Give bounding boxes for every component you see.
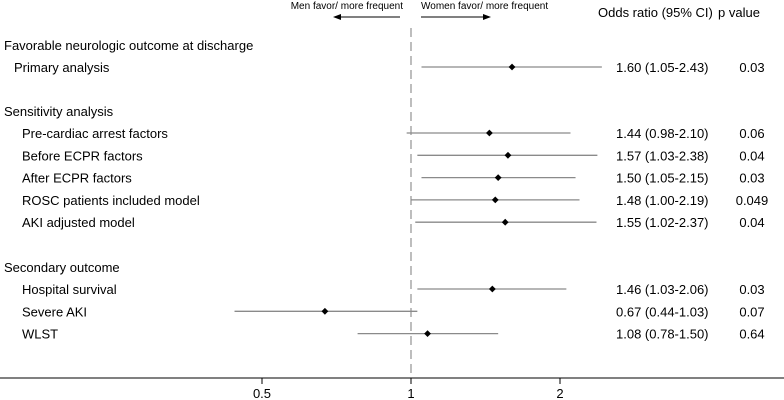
x-tick-label: 1 bbox=[407, 386, 414, 400]
p-value: 0.049 bbox=[736, 193, 769, 208]
or-column-header: Odds ratio (95% CI) bbox=[598, 5, 713, 20]
x-tick-label: 2 bbox=[556, 386, 563, 400]
left-arrowhead-icon bbox=[333, 14, 341, 20]
row-label: Pre-cardiac arrest factors bbox=[22, 126, 168, 141]
women-favor-label: Women favor/ more frequent bbox=[421, 1, 548, 12]
odds-ratio-value: 1.44 (0.98-2.10) bbox=[616, 126, 709, 141]
row-label: Before ECPR factors bbox=[22, 148, 143, 163]
x-tick-label: 0.5 bbox=[253, 386, 271, 400]
forest-row: ROSC patients included model 1.48 (1.00-2… bbox=[22, 193, 768, 208]
point-estimate-marker bbox=[508, 63, 516, 71]
row-label: Severe AKI bbox=[22, 304, 87, 319]
section-label: Sensitivity analysis bbox=[4, 104, 114, 119]
forest-row: Severe AKI 0.67 (0.44-1.03) 0.07 bbox=[22, 304, 765, 319]
point-estimate-marker bbox=[491, 196, 499, 204]
odds-ratio-value: 1.57 (1.03-2.38) bbox=[616, 148, 709, 163]
row-label: ROSC patients included model bbox=[22, 193, 200, 208]
point-estimate-marker bbox=[501, 218, 509, 226]
forest-row: Primary analysis 1.60 (1.05-2.43) 0.03 bbox=[14, 60, 765, 75]
section-label: Favorable neurologic outcome at discharg… bbox=[4, 38, 253, 53]
point-estimate-marker bbox=[424, 330, 431, 337]
odds-ratio-value: 1.55 (1.02-2.37) bbox=[616, 215, 709, 230]
x-axis: 0.5 1 2 bbox=[0, 377, 784, 400]
forest-row: AKI adjusted model 1.55 (1.02-2.37) 0.04 bbox=[22, 215, 765, 230]
row-label: Primary analysis bbox=[14, 60, 110, 75]
point-estimate-marker bbox=[504, 151, 512, 159]
odds-ratio-value: 1.46 (1.03-2.06) bbox=[616, 282, 709, 297]
p-value: 0.04 bbox=[739, 148, 764, 163]
right-arrowhead-icon bbox=[483, 14, 491, 20]
forest-row: Before ECPR factors 1.57 (1.03-2.38) 0.04 bbox=[22, 148, 765, 163]
forest-row: After ECPR factors 1.50 (1.05-2.15) 0.03 bbox=[22, 171, 765, 186]
row-label: Hospital survival bbox=[22, 282, 117, 297]
forest-row: Hospital survival 1.46 (1.03-2.06) 0.03 bbox=[22, 282, 765, 297]
p-column-header: p value bbox=[718, 5, 760, 20]
p-value: 0.03 bbox=[739, 171, 764, 186]
p-value: 0.03 bbox=[739, 60, 764, 75]
point-estimate-marker bbox=[488, 285, 496, 293]
p-value: 0.06 bbox=[739, 126, 764, 141]
odds-ratio-value: 1.60 (1.05-2.43) bbox=[616, 60, 709, 75]
p-value: 0.04 bbox=[739, 215, 764, 230]
p-value: 0.64 bbox=[739, 327, 764, 342]
plot-rows: Favorable neurologic outcome at discharg… bbox=[4, 38, 768, 342]
point-estimate-marker bbox=[485, 129, 493, 137]
odds-ratio-value: 0.67 (0.44-1.03) bbox=[616, 304, 709, 319]
men-favor-label: Men favor/ more frequent bbox=[291, 1, 403, 12]
forest-row: WLST 1.08 (0.78-1.50) 0.64 bbox=[22, 327, 765, 342]
section-label: Secondary outcome bbox=[4, 260, 120, 275]
odds-ratio-value: 1.48 (1.00-2.19) bbox=[616, 193, 709, 208]
row-label: AKI adjusted model bbox=[22, 215, 135, 230]
row-label: WLST bbox=[22, 327, 58, 342]
odds-ratio-value: 1.08 (0.78-1.50) bbox=[616, 327, 709, 342]
row-label: After ECPR factors bbox=[22, 171, 132, 186]
p-value: 0.07 bbox=[739, 304, 764, 319]
odds-ratio-value: 1.50 (1.05-2.15) bbox=[616, 171, 709, 186]
p-value: 0.03 bbox=[739, 282, 764, 297]
forest-row: Pre-cardiac arrest factors 1.44 (0.98-2.1… bbox=[22, 126, 765, 141]
plot-header: Men favor/ more frequent Women favor/ mo… bbox=[291, 1, 760, 20]
point-estimate-marker bbox=[321, 307, 329, 315]
point-estimate-marker bbox=[494, 174, 502, 181]
